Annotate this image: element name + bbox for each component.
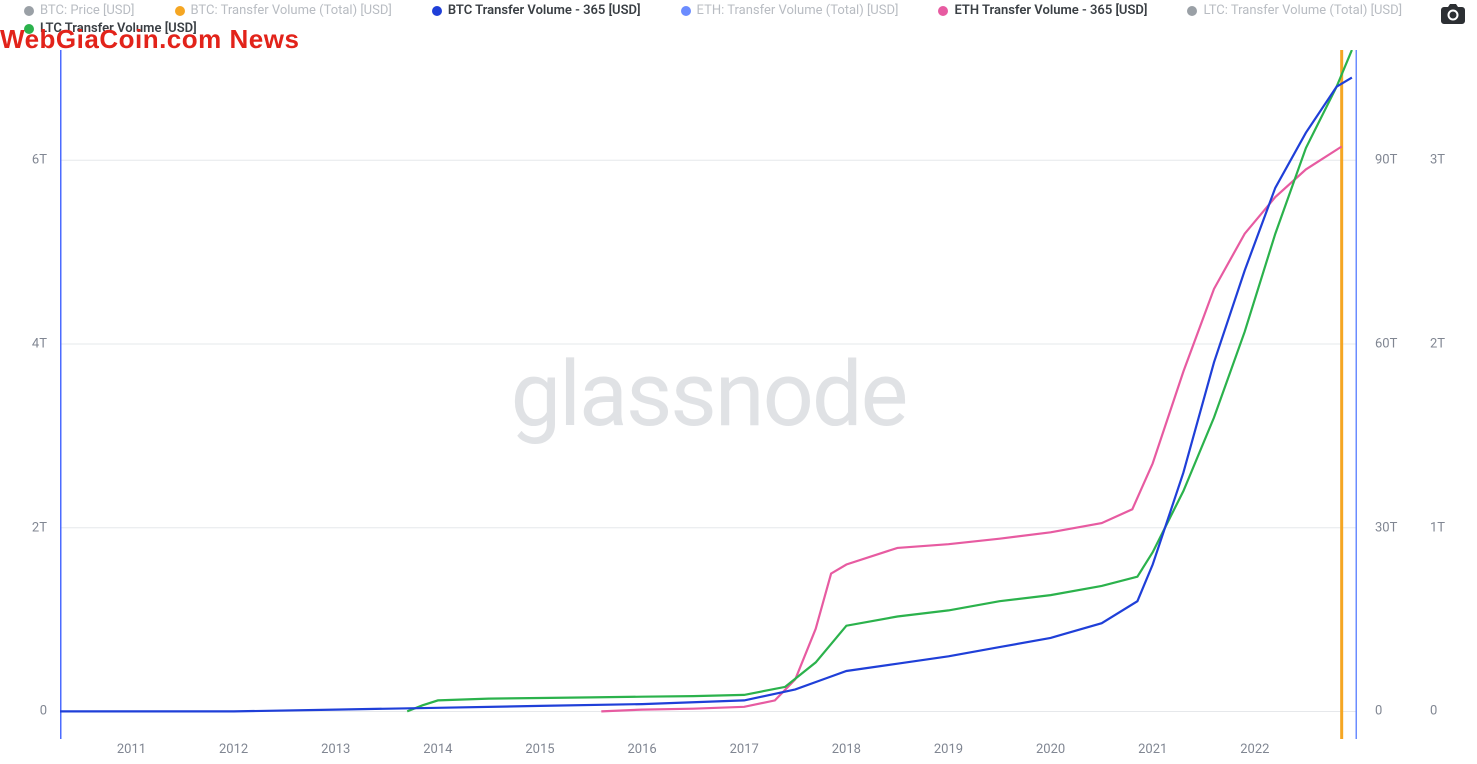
y-right1-tick: 90T <box>1375 153 1397 168</box>
legend-item-1[interactable]: BTC: Transfer Volume (Total) [USD] <box>175 2 392 20</box>
x-tick: 2018 <box>832 742 861 757</box>
legend-label: BTC: Price [USD] <box>40 2 135 20</box>
legend-dot <box>432 6 442 16</box>
y-right2-tick: 1T <box>1430 520 1445 535</box>
y-left-tick: 0 <box>40 704 47 719</box>
legend-label: ETH Transfer Volume - 365 [USD] <box>954 2 1147 20</box>
x-axis: 2011 2012 2013 2014 2015 2016 2017 2018 2019 2020… <box>60 742 1357 762</box>
legend-label: LTC: Transfer Volume (Total) [USD] <box>1203 2 1402 20</box>
x-tick: 2014 <box>423 742 452 757</box>
y-right2-tick: 3T <box>1430 153 1445 168</box>
x-tick: 2019 <box>934 742 963 757</box>
chart-svg <box>60 50 1357 739</box>
x-tick: 2022 <box>1240 742 1269 757</box>
y-left-tick: 6T <box>32 153 47 168</box>
series-eth-365 <box>601 147 1341 712</box>
y-right1-tick: 0 <box>1375 704 1382 719</box>
y-right1-tick: 60T <box>1375 336 1397 351</box>
x-tick: 2011 <box>117 742 146 757</box>
legend-item-2[interactable]: BTC Transfer Volume - 365 [USD] <box>432 2 641 20</box>
y-right2-tick: 2T <box>1430 336 1445 351</box>
x-tick: 2021 <box>1138 742 1167 757</box>
y-left-tick: 2T <box>32 520 47 535</box>
x-tick: 2016 <box>627 742 656 757</box>
y-right1-tick: 30T <box>1375 520 1397 535</box>
legend-dot <box>24 6 34 16</box>
legend-label: ETH: Transfer Volume (Total) [USD] <box>697 2 899 20</box>
legend-label: BTC: Transfer Volume (Total) [USD] <box>191 2 392 20</box>
legend-label: BTC Transfer Volume - 365 [USD] <box>448 2 641 20</box>
x-tick: 2012 <box>219 742 248 757</box>
series-ltc-cum <box>407 50 1352 711</box>
legend-dot <box>938 6 948 16</box>
x-tick: 2017 <box>730 742 759 757</box>
legend-item-3[interactable]: ETH: Transfer Volume (Total) [USD] <box>681 2 899 20</box>
series-btc-365 <box>60 78 1352 712</box>
legend-dot <box>1187 6 1197 16</box>
legend-item-5[interactable]: LTC: Transfer Volume (Total) [USD] <box>1187 2 1402 20</box>
legend-dot <box>175 6 185 16</box>
x-tick: 2015 <box>525 742 554 757</box>
legend-dot <box>681 6 691 16</box>
x-tick: 2013 <box>321 742 350 757</box>
y-axis-right-1: 0 30T 60T 90T <box>1367 50 1417 739</box>
legend-item-0[interactable]: BTC: Price [USD] <box>24 2 135 20</box>
y-axis-left: 0 2T 4T 6T <box>0 50 55 739</box>
y-left-tick: 4T <box>32 336 47 351</box>
y-right2-tick: 0 <box>1430 704 1437 719</box>
camera-icon[interactable] <box>1441 4 1465 28</box>
chart-container: BTC: Price [USD] BTC: Transfer Volume (To… <box>0 0 1477 764</box>
x-tick: 2020 <box>1036 742 1065 757</box>
plot-area: glassnode <box>60 50 1357 739</box>
y-axis-right-2: 0 1T 2T 3T <box>1422 50 1467 739</box>
legend-item-4[interactable]: ETH Transfer Volume - 365 [USD] <box>938 2 1147 20</box>
